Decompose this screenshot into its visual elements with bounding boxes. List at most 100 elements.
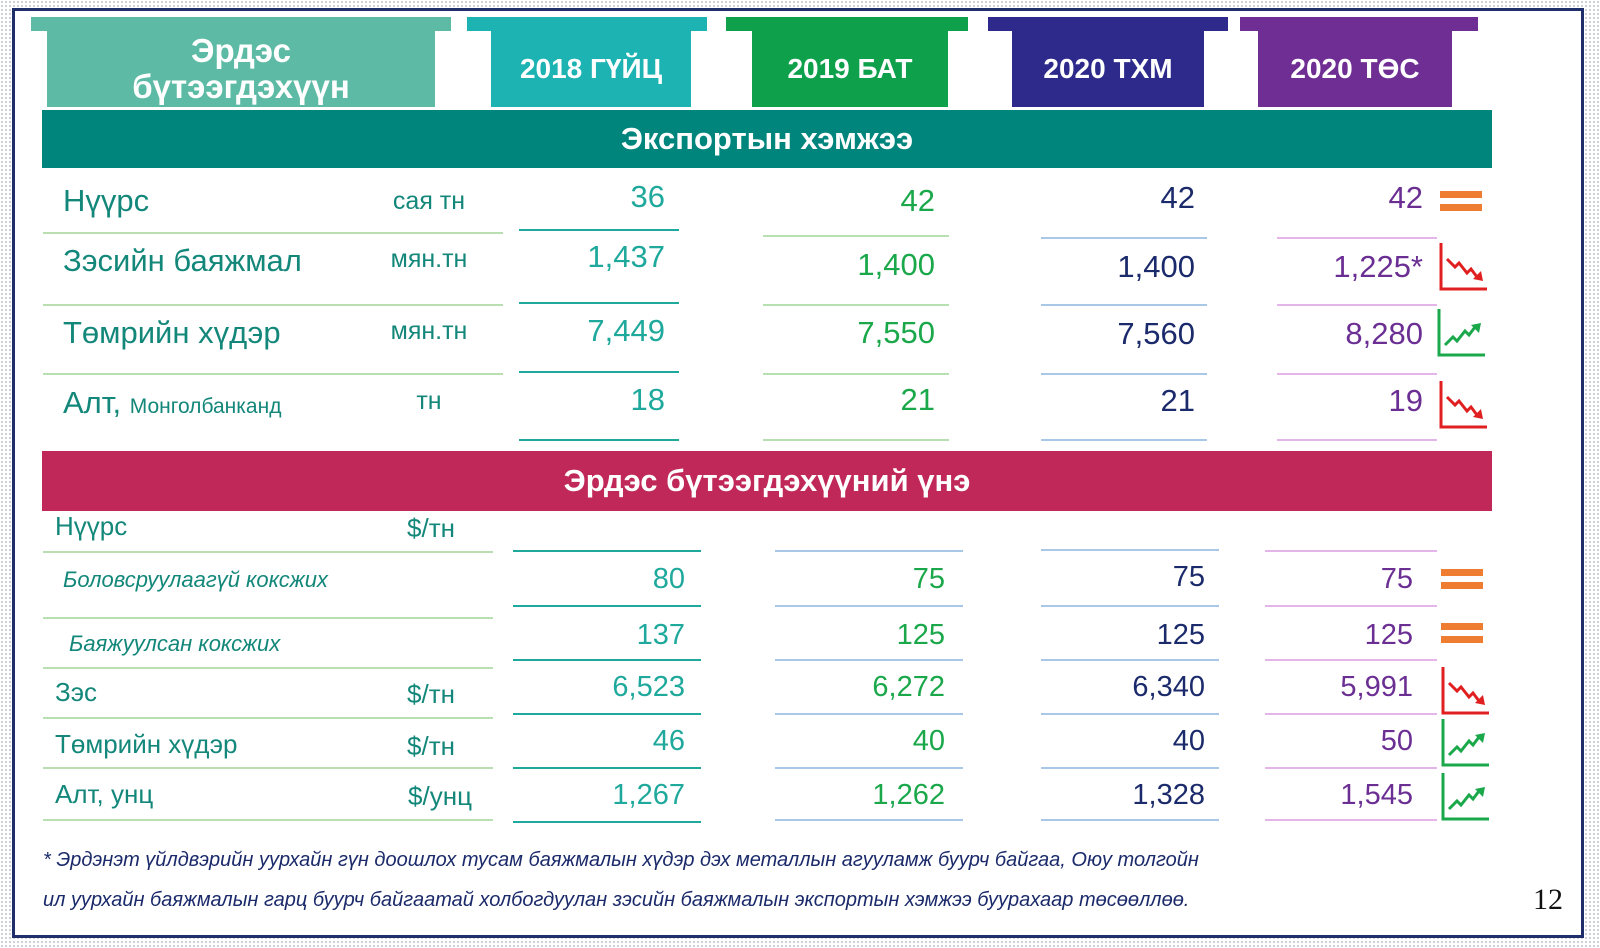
row-divider bbox=[43, 373, 503, 375]
row-divider bbox=[1265, 713, 1437, 715]
row-divider bbox=[1041, 373, 1207, 375]
row-divider bbox=[513, 659, 701, 661]
row-divider bbox=[1041, 767, 1219, 769]
row-divider bbox=[519, 371, 679, 373]
price-row-copper-2020txm: 6,340 bbox=[1132, 671, 1205, 703]
row-divider bbox=[775, 819, 963, 821]
slide: Эрдэс бүтээгдэхүүн 2018 ГҮЙЦ 2019 БАТ 20… bbox=[12, 8, 1584, 938]
row-divider bbox=[1265, 550, 1437, 552]
price-row-copper-2019: 6,272 bbox=[872, 671, 945, 703]
row-divider bbox=[1277, 237, 1437, 239]
export-row-copper-2020tos: 1,225* bbox=[1333, 249, 1423, 284]
price-row-gold-name: Алт, унц bbox=[55, 779, 154, 809]
row-divider bbox=[1041, 304, 1207, 306]
row-divider bbox=[513, 605, 701, 607]
price-row-washed-coking-name: Баяжуулсан коксжих bbox=[69, 631, 281, 656]
export-row-coal-2019: 42 bbox=[900, 183, 935, 218]
export-row-gold-unit: тн bbox=[416, 387, 442, 415]
price-row-gold-2018: 1,267 bbox=[612, 779, 685, 811]
row-divider bbox=[763, 373, 949, 375]
export-row-ironore-2018: 7,449 bbox=[587, 313, 665, 348]
row-divider bbox=[513, 767, 701, 769]
export-row-ironore-2020tos: 8,280 bbox=[1345, 316, 1423, 351]
header-product-line1: Эрдэс bbox=[191, 32, 291, 69]
row-divider bbox=[1041, 605, 1219, 607]
export-row-gold-name: Алт, Монголбанканд bbox=[63, 385, 281, 421]
up-trend-icon bbox=[1441, 773, 1489, 821]
price-row-raw-coking-2019: 75 bbox=[912, 563, 945, 595]
export-row-gold-label: Алт, bbox=[63, 385, 122, 420]
row-divider bbox=[1041, 237, 1207, 239]
row-divider bbox=[519, 302, 679, 304]
row-divider bbox=[1041, 549, 1219, 551]
row-divider bbox=[1265, 819, 1437, 821]
row-divider bbox=[43, 617, 493, 619]
price-row-copper-2018: 6,523 bbox=[612, 671, 685, 703]
footnote-line2: ил уурхайн баяжмалын гарц буурч байгаата… bbox=[43, 889, 1190, 911]
row-divider bbox=[1041, 439, 1207, 441]
row-divider bbox=[513, 550, 701, 552]
row-divider bbox=[1277, 373, 1437, 375]
row-divider bbox=[519, 439, 679, 441]
export-row-coal-unit: сая тн bbox=[392, 187, 466, 215]
row-divider bbox=[43, 551, 493, 553]
export-row-copper-2020txm: 1,400 bbox=[1117, 249, 1195, 284]
export-row-ironore-unit: мян.тн bbox=[390, 317, 468, 345]
up-trend-icon bbox=[1441, 719, 1489, 767]
row-divider bbox=[1265, 767, 1437, 769]
equal-trend-icon bbox=[1441, 567, 1483, 593]
price-row-gold-2019: 1,262 bbox=[872, 779, 945, 811]
price-row-raw-coking-name: Боловсруулаагүй коксжих bbox=[63, 567, 328, 592]
down-trend-icon bbox=[1439, 381, 1487, 429]
price-row-copper-unit: $/тн bbox=[407, 679, 455, 709]
row-divider bbox=[775, 605, 963, 607]
row-divider bbox=[763, 439, 949, 441]
row-divider bbox=[763, 304, 949, 306]
row-divider bbox=[43, 232, 503, 234]
price-row-gold-2020txm: 1,328 bbox=[1132, 779, 1205, 811]
row-divider bbox=[43, 717, 493, 719]
price-row-ironore-2020txm: 40 bbox=[1172, 725, 1205, 757]
price-row-ironore-name: Төмрийн хүдэр bbox=[55, 729, 238, 759]
page-number: 12 bbox=[1533, 883, 1563, 916]
price-row-washed-coking-2019: 125 bbox=[896, 619, 945, 651]
row-divider bbox=[775, 767, 963, 769]
row-divider bbox=[1277, 304, 1437, 306]
row-divider bbox=[1265, 605, 1437, 607]
footnote-line1: * Эрдэнэт үйлдвэрийн уурхайн гүн доошлох… bbox=[43, 849, 1199, 871]
price-row-washed-coking-2020tos: 125 bbox=[1364, 619, 1413, 651]
row-divider bbox=[43, 819, 493, 821]
price-row-gold-unit: $/унц bbox=[408, 781, 472, 811]
row-divider bbox=[763, 235, 949, 237]
row-divider bbox=[775, 713, 963, 715]
header-col-2020-tos: 2020 ТӨС bbox=[1240, 17, 1478, 107]
price-row-raw-coking-2018: 80 bbox=[652, 563, 685, 595]
export-row-coal-2018: 36 bbox=[630, 179, 665, 214]
export-row-ironore-2020txm: 7,560 bbox=[1117, 316, 1195, 351]
export-row-ironore-2019: 7,550 bbox=[857, 315, 935, 350]
header-col-2018: 2018 ГҮЙЦ bbox=[467, 17, 707, 107]
export-row-copper-unit: мян.тн bbox=[390, 245, 468, 273]
price-row-ironore-2018: 46 bbox=[652, 725, 685, 757]
row-divider bbox=[43, 667, 493, 669]
price-row-ironore-unit: $/тн bbox=[407, 731, 455, 761]
down-trend-icon bbox=[1439, 243, 1487, 291]
export-row-coal-2020txm: 42 bbox=[1160, 180, 1195, 215]
row-divider bbox=[513, 713, 701, 715]
export-row-gold-2020txm: 21 bbox=[1160, 383, 1195, 418]
equal-trend-icon bbox=[1441, 621, 1483, 647]
price-row-ironore-2020tos: 50 bbox=[1380, 725, 1413, 757]
price-row-copper-2020tos: 5,991 bbox=[1340, 671, 1413, 703]
price-row-washed-coking-2020txm: 125 bbox=[1156, 619, 1205, 651]
export-row-gold-2019: 21 bbox=[900, 382, 935, 417]
export-row-copper-name: Зэсийн баяжмал bbox=[63, 243, 302, 278]
header-col-2019: 2019 БАТ bbox=[726, 17, 968, 107]
export-row-ironore-name: Төмрийн хүдэр bbox=[63, 315, 281, 350]
row-divider bbox=[1041, 819, 1219, 821]
export-row-gold-sub: Монголбанканд bbox=[129, 395, 282, 418]
row-divider bbox=[519, 229, 679, 231]
header-product: Эрдэс бүтээгдэхүүн bbox=[31, 17, 451, 107]
price-coal-unit: $/тн bbox=[407, 513, 455, 543]
row-divider bbox=[1265, 659, 1437, 661]
price-row-raw-coking-2020tos: 75 bbox=[1380, 563, 1413, 595]
